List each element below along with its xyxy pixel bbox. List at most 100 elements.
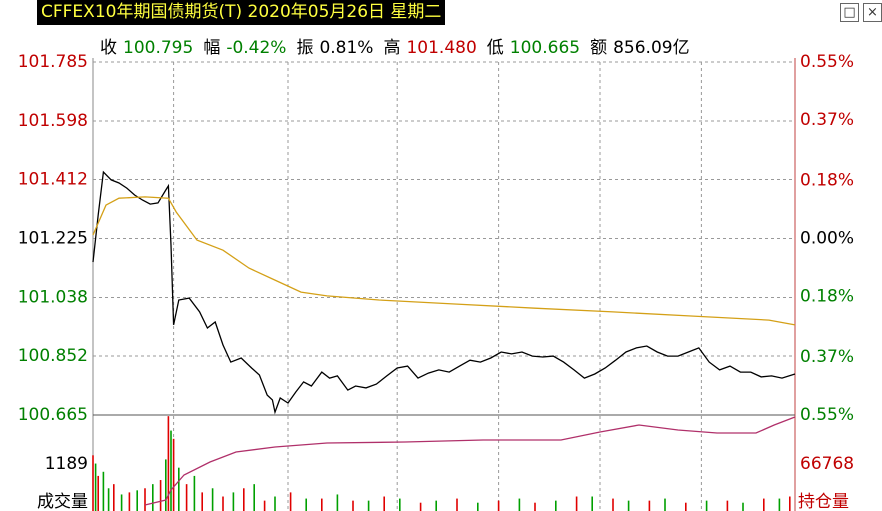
bar xyxy=(263,500,266,511)
y2-tick-label: 0.00% xyxy=(800,229,854,249)
y-axis-label: 成交量 xyxy=(37,492,88,511)
bar xyxy=(201,492,203,511)
title: CFFEX10年期国债期货(T) 2020年05月26日 星期二 xyxy=(37,0,446,25)
stat-label: 收 xyxy=(100,38,117,58)
bar xyxy=(113,484,115,511)
stat: 振 0.81% xyxy=(296,33,374,58)
stat-label: 高 xyxy=(383,38,401,58)
stat-value: 856.09亿 xyxy=(613,38,690,58)
bar xyxy=(705,500,708,511)
stat-label: 振 xyxy=(296,38,314,58)
y-tick-label: 101.038 xyxy=(18,287,88,307)
bar xyxy=(92,455,94,511)
bar xyxy=(664,498,666,511)
bar xyxy=(152,484,154,511)
bar xyxy=(575,496,578,511)
window-controls: □ × xyxy=(840,3,882,22)
y-tick-label: 101.785 xyxy=(18,52,88,72)
bar xyxy=(128,492,131,511)
bar xyxy=(367,500,370,511)
stat-label: 幅 xyxy=(203,38,221,58)
bar xyxy=(159,480,162,511)
stat: 收 100.795 xyxy=(100,33,194,58)
bar xyxy=(222,496,224,511)
bar xyxy=(591,496,593,511)
bar xyxy=(627,500,630,511)
y2-axis-label: 持仓量 xyxy=(798,492,849,511)
bar xyxy=(352,500,354,511)
bar xyxy=(232,492,235,511)
bar xyxy=(305,498,307,511)
bar xyxy=(477,502,479,511)
y2-tick-label: 0.37% xyxy=(800,110,854,130)
bar xyxy=(518,498,521,511)
stat: 低 100.665 xyxy=(486,33,581,58)
bar xyxy=(274,496,276,511)
bar xyxy=(726,500,729,511)
bar xyxy=(243,488,245,511)
stat-value: 101.480 xyxy=(406,38,477,58)
bar xyxy=(534,502,536,511)
restore-button[interactable]: □ xyxy=(840,3,859,22)
bar xyxy=(211,488,214,511)
bar xyxy=(170,430,172,511)
y-tick-label: 100.665 xyxy=(18,405,88,425)
y-tick-label: 101.598 xyxy=(18,111,88,131)
line xyxy=(92,196,796,326)
bar xyxy=(136,490,138,511)
stat-label: 低 xyxy=(486,38,504,58)
bar xyxy=(336,494,339,511)
bar xyxy=(435,500,437,511)
stats-row: 收 100.795 幅 -0.42% 振 0.81% 高 101.480 低 100.665 额 85… xyxy=(100,33,690,58)
bar xyxy=(778,498,781,511)
bar xyxy=(144,488,146,511)
bar xyxy=(685,502,687,511)
bar xyxy=(172,438,175,511)
bar xyxy=(648,500,651,511)
bar xyxy=(321,498,323,511)
stat: 幅 -0.42% xyxy=(203,33,287,58)
y2-tick-label: 0.37% xyxy=(800,347,854,367)
y2-tick-label: 0.18% xyxy=(800,286,854,306)
bar xyxy=(612,498,614,511)
bar xyxy=(763,498,765,511)
bar xyxy=(555,500,557,511)
bar xyxy=(193,475,196,511)
y-tick-label: 1189 xyxy=(45,454,88,474)
bar xyxy=(102,471,105,511)
bar xyxy=(97,475,99,511)
bar xyxy=(742,502,744,511)
bar xyxy=(178,467,180,511)
y2-tick-label: 0.55% xyxy=(800,52,854,72)
stat-value: 0.81% xyxy=(319,38,374,58)
y2-tick-label: 0.55% xyxy=(800,405,854,425)
bar xyxy=(399,498,401,511)
bar xyxy=(497,500,500,511)
bar xyxy=(165,459,167,511)
stat: 高 101.480 xyxy=(383,33,477,58)
bar xyxy=(289,492,292,511)
bar xyxy=(253,484,255,511)
y-tick-label: 101.412 xyxy=(18,170,88,190)
line xyxy=(144,416,796,506)
bar xyxy=(456,498,458,511)
stat-value: -0.42% xyxy=(226,38,287,58)
y2-tick-label: 66768 xyxy=(800,454,854,474)
stat-value: 100.665 xyxy=(509,38,581,58)
bar xyxy=(383,496,385,511)
bar xyxy=(120,494,123,511)
y-tick-label: 101.225 xyxy=(18,229,88,249)
bar xyxy=(419,502,422,511)
stat-label: 额 xyxy=(590,38,608,58)
y-tick-label: 100.852 xyxy=(18,346,88,366)
bar xyxy=(789,496,791,511)
bar xyxy=(94,463,97,511)
bar xyxy=(185,484,188,511)
stat-value: 100.795 xyxy=(123,38,194,58)
bar xyxy=(107,488,110,511)
stat: 额 856.09亿 xyxy=(590,33,690,58)
y2-tick-label: 0.18% xyxy=(800,171,854,191)
line xyxy=(92,170,796,415)
